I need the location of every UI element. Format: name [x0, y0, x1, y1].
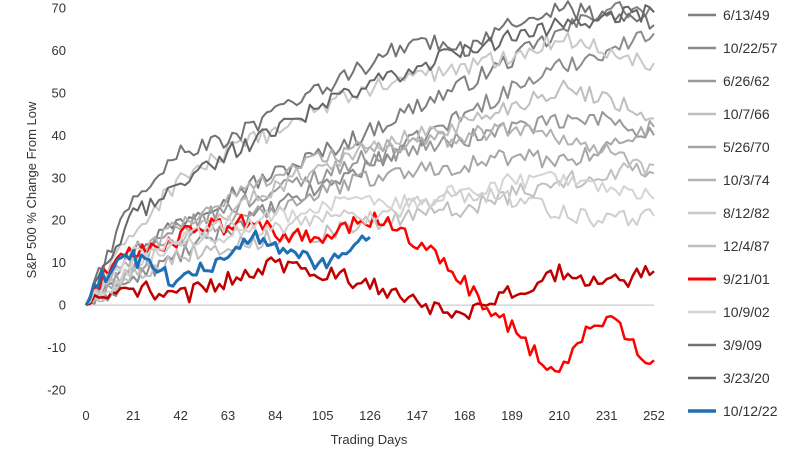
x-tick-label: 168 [454, 408, 476, 423]
y-tick-label: 60 [52, 43, 66, 58]
series-line-8-12-82 [85, 31, 655, 306]
series-line-3-23-20 [85, 4, 655, 306]
x-tick-label: 63 [221, 408, 235, 423]
legend-label: 10/3/74 [723, 172, 770, 188]
legend-label: 8/12/82 [723, 205, 770, 221]
y-tick-label: 70 [52, 1, 66, 16]
x-tick-label: 126 [359, 408, 381, 423]
y-tick-label: 10 [52, 255, 66, 270]
x-tick-label: 147 [406, 408, 428, 423]
series-line-10-9-02 [85, 170, 655, 306]
x-tick-label: 252 [643, 408, 665, 423]
x-tick-label: 231 [596, 408, 618, 423]
x-tick-label: 105 [312, 408, 334, 423]
y-tick-label: 0 [59, 298, 66, 313]
series-lines [84, 0, 655, 374]
x-tick-label: 0 [82, 408, 89, 423]
y-tick-label: 50 [52, 85, 66, 100]
y-tick-label: 30 [52, 170, 66, 185]
series-line-6-13-49 [85, 1, 655, 306]
legend-label: 12/4/87 [723, 238, 770, 254]
y-tick-label: -20 [47, 383, 66, 398]
legend-label: 3/9/09 [723, 337, 762, 353]
x-tick-label: 189 [501, 408, 523, 423]
legend: 6/13/49 10/22/57 6/26/62 10/7/66 5/26/70 10/3… [688, 7, 778, 419]
legend-label: 3/23/20 [723, 370, 770, 386]
y-tick-label: 40 [52, 128, 66, 143]
legend-label: 10/9/02 [723, 304, 770, 320]
legend-label: 10/7/66 [723, 106, 770, 122]
x-tick-labels: 0 21 42 63 84 105 126 147 168 189 210 231 252 [82, 408, 664, 423]
legend-label: 6/13/49 [723, 7, 770, 23]
y-tick-label: -10 [47, 340, 66, 355]
legend-label: 9/21/01 [723, 271, 770, 287]
series-line-10-3-74 [85, 121, 655, 306]
x-axis-label: Trading Days [331, 432, 408, 447]
series-line-unlabeled-13 [85, 187, 655, 306]
y-tick-labels: -20 -10 0 10 20 30 40 50 60 70 [47, 1, 66, 398]
legend-label: 6/26/62 [723, 73, 770, 89]
legend-label: 5/26/70 [723, 139, 770, 155]
x-tick-label: 210 [548, 408, 570, 423]
x-tick-label: 21 [126, 408, 140, 423]
series-line-unlabeled-12 [85, 256, 655, 321]
legend-label: 10/22/57 [723, 40, 778, 56]
legend-label: 10/12/22 [723, 403, 778, 419]
series-line-12-4-87 [85, 158, 655, 306]
x-tick-label: 84 [268, 408, 282, 423]
y-tick-label: 20 [52, 213, 66, 228]
x-tick-label: 42 [173, 408, 187, 423]
y-axis-label: S&P 500 % Change From Low [24, 101, 39, 278]
series-line-10-12-22 [84, 229, 371, 306]
series-line-9-21-01 [84, 211, 655, 374]
series-line-3-9-09 [85, 0, 655, 306]
